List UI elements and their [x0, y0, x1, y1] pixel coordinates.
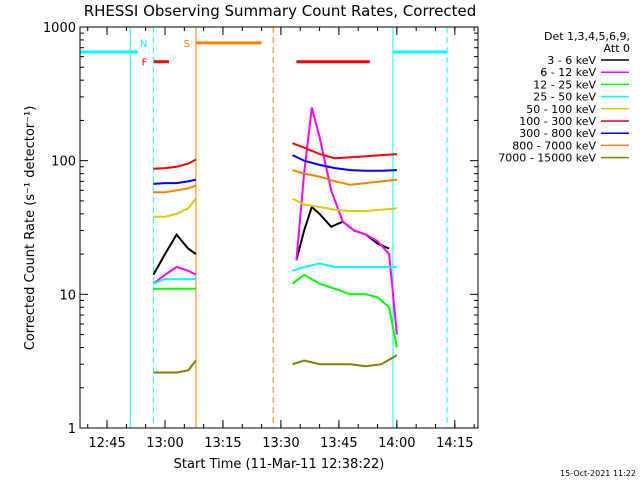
x-tick-label: 13:00 — [146, 436, 183, 451]
series-line — [153, 158, 197, 170]
legend-entry-label: 800 - 7000 keV — [512, 139, 596, 152]
legend-entry-label: 25 - 50 keV — [533, 91, 596, 104]
legend-entry-label: 50 - 100 keV — [526, 103, 596, 116]
legend-entry-label: 6 - 12 keV — [540, 66, 596, 79]
y-axis-label: Corrected Count Rate (s⁻¹ detector⁻¹) — [23, 106, 38, 351]
legend-entry-label: 12 - 25 keV — [533, 78, 596, 91]
series-line — [152, 265, 197, 285]
footer-date: 15-Oct-2021 11:22 — [560, 469, 636, 478]
series-line — [153, 184, 197, 194]
series-line — [291, 273, 398, 348]
series-line — [153, 197, 197, 218]
x-tick-label: 12:45 — [88, 436, 125, 451]
y-tick-label: 1000 — [43, 21, 76, 36]
flag-label: S — [184, 39, 190, 50]
x-tick-label: 14:00 — [378, 436, 415, 451]
legend-entry-label: 300 - 800 keV — [519, 127, 596, 140]
series-line — [152, 232, 197, 276]
series-line — [292, 354, 398, 368]
series-line — [295, 107, 398, 335]
flag-label: N — [140, 39, 147, 50]
series-layer — [152, 107, 398, 374]
y-tick-label: 1 — [68, 422, 76, 437]
series-line — [292, 197, 397, 212]
x-tick-label: 13:45 — [320, 436, 357, 451]
series-line — [292, 154, 397, 172]
legend-entry-label: 100 - 300 keV — [519, 115, 596, 128]
series-line — [153, 178, 197, 185]
observing-flags: NF S — [80, 39, 448, 69]
x-tick-label: 13:30 — [262, 436, 299, 451]
series-line — [153, 359, 197, 374]
x-tick-label: 14:15 — [436, 436, 473, 451]
y-axis: 1 10 100 1000 — [43, 21, 478, 437]
series-line — [153, 278, 196, 285]
legend-header-line: Det 1,3,4,5,6,9, — [544, 30, 630, 43]
legend-header-line: Att 0 — [604, 42, 630, 55]
y-tick-label: 10 — [59, 288, 76, 303]
series-line — [295, 205, 390, 261]
chart-title: RHESSI Observing Summary Count Rates, Co… — [84, 2, 477, 20]
legend-entry-label: 7000 - 15000 keV — [498, 152, 596, 165]
series-line — [292, 142, 397, 160]
y-tick-label: 100 — [51, 155, 76, 170]
flag-label: F — [142, 58, 148, 69]
legend-entry-label: 3 - 6 keV — [547, 54, 596, 67]
x-axis-label: Start Time (11-Mar-11 12:38:22) — [174, 457, 385, 472]
plot-area — [79, 26, 479, 429]
series-line — [292, 169, 398, 186]
series-line — [292, 262, 397, 272]
x-tick-label: 13:15 — [204, 436, 241, 451]
vertical-markers — [79, 27, 448, 428]
x-axis: 12:45 13:00 13:15 13:30 13:45 14:00 14:15 — [87, 27, 475, 451]
